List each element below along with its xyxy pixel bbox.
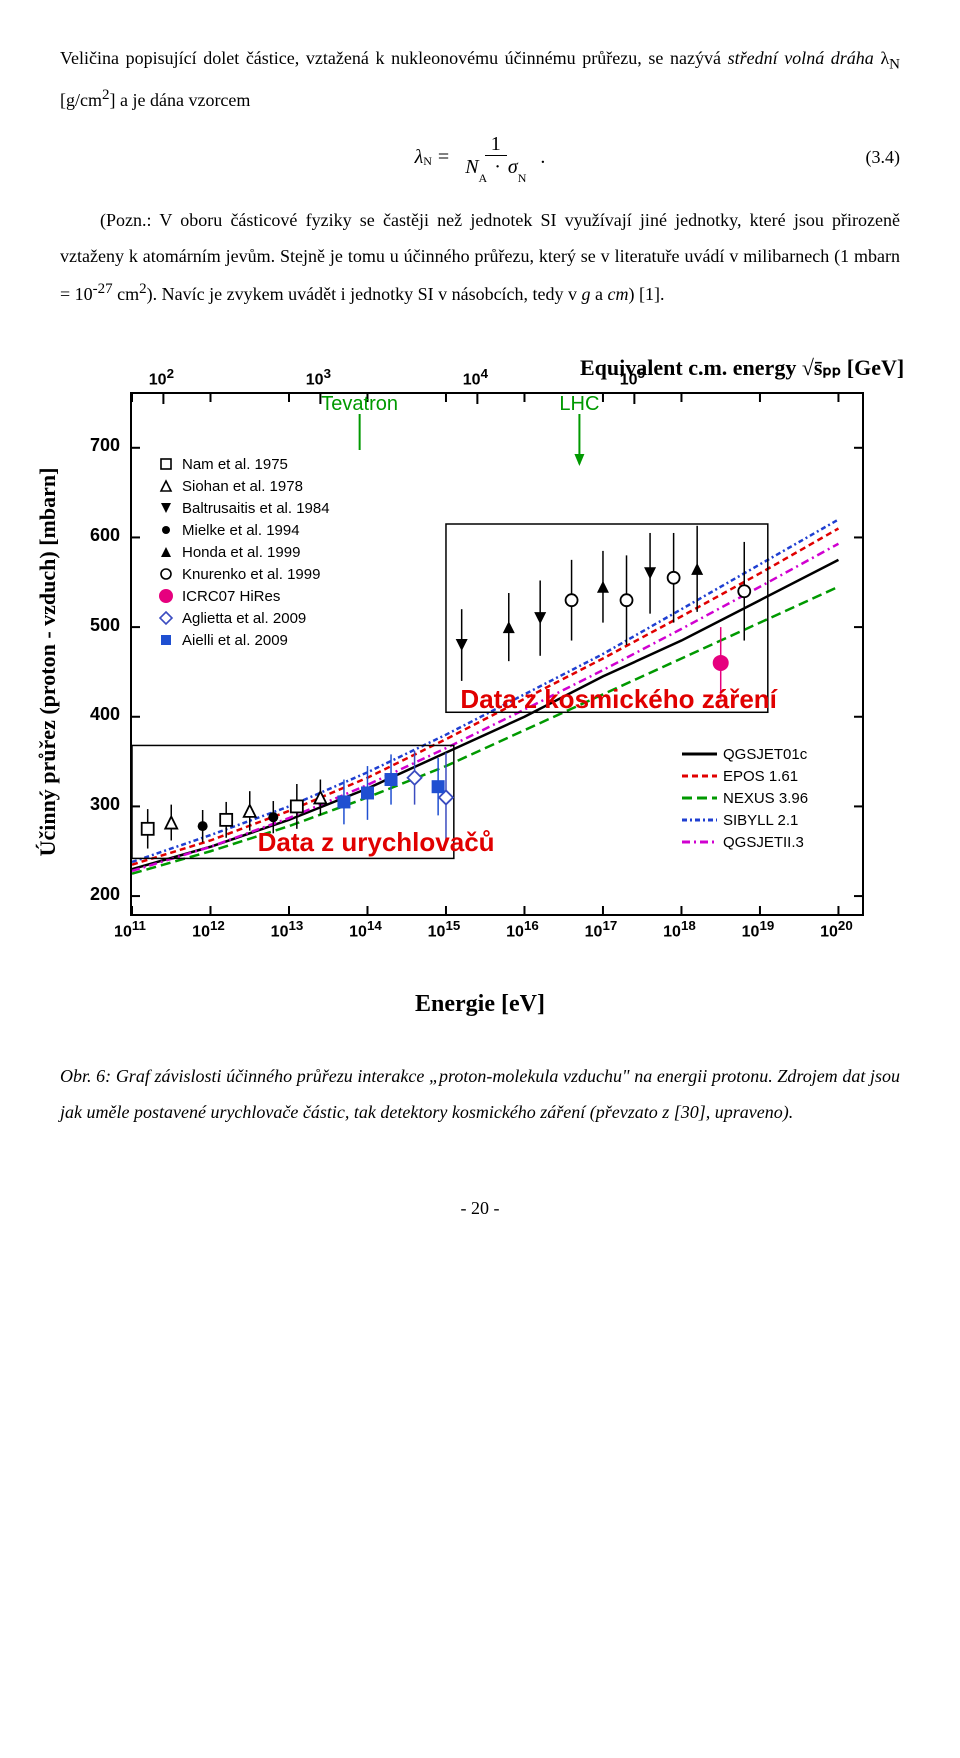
svg-text:Data z urychlovačů: Data z urychlovačů (258, 827, 495, 857)
svg-text:Siohan et al. 1978: Siohan et al. 1978 (182, 478, 303, 495)
figure-caption: Obr. 6: Graf závislosti účinného průřezu… (60, 1058, 900, 1130)
y-axis-label: Účinný průřez (proton - vzduch) [mbarn] (26, 467, 70, 856)
y-tick-label: 600 (90, 525, 120, 546)
top-tick-label: 105 (620, 366, 645, 389)
y-tick-label: 200 (90, 884, 120, 905)
eq-numerator: 1 (485, 134, 507, 156)
p2-sup2: 2 (139, 281, 147, 297)
p2-sup: -27 (93, 281, 113, 297)
p1-text-c: [g/cm (60, 90, 102, 110)
svg-text:QGSJET01c: QGSJET01c (723, 746, 808, 763)
eq-lhs-sub: N (423, 149, 432, 173)
p2-em: g (582, 284, 591, 304)
paragraph-2: (Pozn.: V oboru částicové fyziky se čast… (60, 202, 900, 312)
svg-text:Honda et al. 1999: Honda et al. 1999 (182, 544, 300, 561)
svg-text:Baltrusaitis et al. 1984: Baltrusaitis et al. 1984 (182, 500, 330, 517)
p1-sub: N (889, 57, 900, 73)
x-tick-label: 1011 (114, 918, 146, 941)
svg-text:SIBYLL 2.1: SIBYLL 2.1 (723, 812, 798, 829)
svg-text:Nam et al. 1975: Nam et al. 1975 (182, 456, 288, 473)
x-tick-label: 1019 (742, 918, 775, 941)
top-tick-label: 103 (306, 366, 331, 389)
eq-denominator: NA · σN (459, 156, 532, 180)
p2-em2: cm (608, 284, 629, 304)
chart-plot: Tevatron LHC Data z kosmického záření Data … (130, 392, 864, 916)
equation-number: (3.4) (866, 139, 901, 175)
p1-text-b: λ (880, 48, 889, 68)
svg-text:NEXUS 3.96: NEXUS 3.96 (723, 790, 808, 807)
eq-lhs-sym: λ (415, 137, 424, 177)
y-tick-label: 700 (90, 435, 120, 456)
p2-text-e: ) [1]. (629, 284, 665, 304)
p1-text-d: ] a je dána vzorcem (110, 90, 251, 110)
svg-text:Data z kosmického záření: Data z kosmického záření (460, 683, 777, 713)
p1-term: střední volná dráha (728, 48, 874, 68)
x-tick-label: 1020 (820, 918, 853, 941)
svg-text:Knurenko et al. 1999: Knurenko et al. 1999 (182, 566, 320, 583)
x-tick-label: 1013 (271, 918, 304, 941)
equation: λN = 1 NA · σN . (415, 134, 546, 180)
svg-text:LHC: LHC (559, 393, 599, 415)
svg-text:EPOS 1.61: EPOS 1.61 (723, 768, 798, 785)
y-tick-label: 300 (90, 794, 120, 815)
paragraph-1: Veličina popisující dolet částice, vztaž… (60, 40, 900, 118)
page-number: - 20 - (60, 1190, 900, 1226)
x-tick-label: 1014 (349, 918, 382, 941)
x-tick-label: 1015 (428, 918, 461, 941)
svg-text:Aglietta et al. 2009: Aglietta et al. 2009 (182, 610, 306, 627)
svg-text:Aielli et al. 2009: Aielli et al. 2009 (182, 632, 288, 649)
eq-equals: = (438, 137, 449, 177)
x-tick-label: 1016 (506, 918, 539, 941)
svg-text:Tevatron: Tevatron (321, 393, 398, 415)
y-tick-label: 500 (90, 615, 120, 636)
x-tick-label: 1018 (663, 918, 696, 941)
p2-text-c: ). Navíc je zvykem uvádět i jednotky SI … (147, 284, 582, 304)
x-tick-label: 1017 (585, 918, 618, 941)
p1-sup: 2 (102, 87, 110, 103)
svg-text:QGSJETII.3: QGSJETII.3 (723, 834, 804, 851)
p2-text-b: cm (117, 284, 139, 304)
p2-text-d: a (591, 284, 608, 304)
svg-text:ICRC07 HiRes: ICRC07 HiRes (182, 588, 280, 605)
p1-text-a: Veličina popisující dolet částice, vztaž… (60, 48, 728, 68)
equation-row: λN = 1 NA · σN . (3.4) (60, 130, 900, 184)
top-tick-label: 104 (463, 366, 488, 389)
eq-fraction: 1 NA · σN (459, 134, 532, 180)
top-tick-label: 102 (149, 366, 174, 389)
eq-tail: . (540, 137, 545, 177)
chart-figure: Účinný průřez (proton - vzduch) [mbarn] … (60, 352, 900, 1028)
x-axis-label: Energie [eV] (60, 980, 900, 1028)
y-tick-label: 400 (90, 704, 120, 725)
svg-text:Mielke et al. 1994: Mielke et al. 1994 (182, 522, 300, 539)
x-tick-label: 1012 (192, 918, 225, 941)
